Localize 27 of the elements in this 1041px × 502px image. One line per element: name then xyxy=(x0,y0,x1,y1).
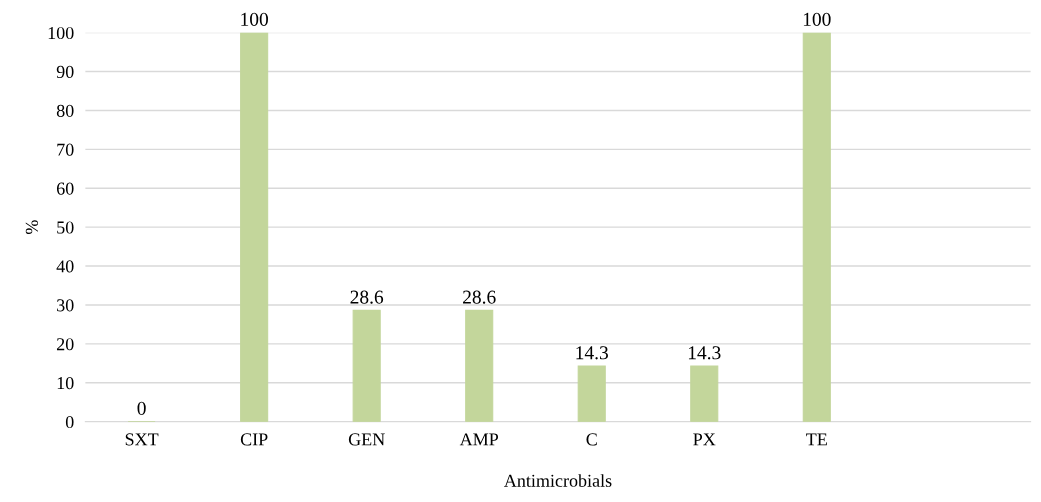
y-tick-label: 30 xyxy=(57,299,74,312)
y-tick-label: 0 xyxy=(65,415,74,429)
x-tick-label: CIP xyxy=(240,433,268,446)
y-axis-title: % xyxy=(25,220,38,235)
x-tick-label: GEN xyxy=(348,433,385,446)
y-tick-label: 10 xyxy=(57,377,74,390)
x-axis-title: Antimicrobials xyxy=(504,474,612,487)
y-tick-label: 100 xyxy=(48,26,74,40)
data-label: 0 xyxy=(137,401,146,415)
y-tick-label: 20 xyxy=(56,338,74,351)
y-tick-label: 50 xyxy=(57,221,74,234)
y-tick-label: 70 xyxy=(57,143,74,156)
data-label: 28.6 xyxy=(350,290,384,304)
x-tick-label: SXT xyxy=(125,433,159,446)
x-tick-label: TE xyxy=(806,433,827,446)
data-label: 28.6 xyxy=(463,290,496,304)
x-tick-label: C xyxy=(586,433,597,446)
y-tick-label: 90 xyxy=(56,65,74,78)
y-tick-label: 40 xyxy=(56,260,74,273)
x-tick-label: AMP xyxy=(459,433,499,446)
data-label: 14.3 xyxy=(688,346,721,360)
data-label: 100 xyxy=(241,12,268,26)
y-tick-label: 80 xyxy=(56,104,74,117)
x-tick-label: PX xyxy=(693,433,716,446)
y-tick-label: 60 xyxy=(56,182,74,195)
data-label: 14.3 xyxy=(576,346,608,360)
data-label: 100 xyxy=(803,12,831,26)
